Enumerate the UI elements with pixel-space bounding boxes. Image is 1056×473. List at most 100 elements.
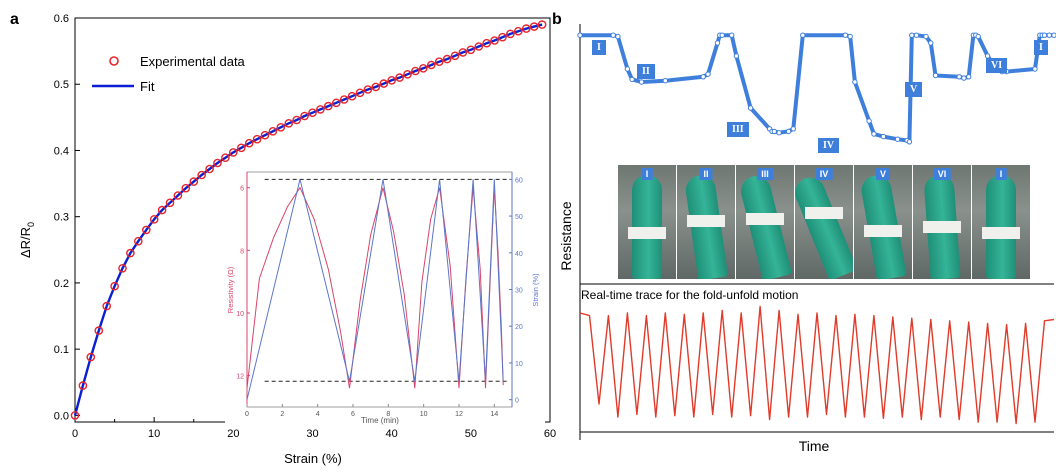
experimental-point (110, 281, 119, 291)
experimental-point (78, 381, 88, 390)
main-xtick-label: 60 (544, 428, 556, 440)
inset-ytick-right-label: 20 (515, 324, 523, 331)
photo-6: VI (913, 165, 971, 279)
resistance-point (662, 78, 668, 84)
resistance-point (928, 40, 934, 46)
main-xtick-label: 10 (148, 428, 160, 440)
resistance-point (1051, 32, 1056, 38)
main-legend: Experimental data Fit (92, 54, 246, 94)
photo-5: V (854, 165, 912, 279)
main-ytick-label: 0.3 (54, 212, 69, 224)
experimental-point (458, 48, 468, 57)
experimental-point (102, 301, 111, 311)
b-bottom-title: Real-time trace for the fold-unfold moti… (581, 288, 798, 302)
inset-xtick-label: 12 (455, 411, 463, 418)
experimental-point (308, 108, 317, 117)
main-ytick-label: 0.1 (54, 344, 69, 356)
photo-1: I (618, 165, 676, 279)
experimental-point (133, 236, 143, 246)
experimental-point (118, 263, 127, 273)
finger-shape (795, 173, 853, 279)
finger-shape (737, 172, 793, 279)
experimental-point (300, 111, 309, 121)
resistance-point (771, 128, 777, 135)
resistance-point (700, 74, 706, 80)
experimental-point (387, 76, 397, 85)
experimental-point (221, 153, 230, 162)
experimental-point (395, 73, 404, 82)
tape-band (746, 213, 784, 225)
main-xtick-label: 0 (72, 428, 78, 440)
resistance-point (733, 53, 740, 59)
resistance-point (913, 32, 920, 38)
resistance-point (747, 105, 754, 111)
resistance-point (842, 32, 849, 38)
experimental-point (490, 36, 499, 45)
experimental-point (228, 148, 238, 157)
resistance-trace (580, 33, 1054, 144)
resistance-point (1046, 32, 1053, 38)
resistance-point (785, 128, 792, 135)
tape-band (687, 215, 725, 227)
main-ylabel: ΔR/R0 (18, 222, 36, 258)
main-ytick-label: 0.4 (54, 145, 69, 157)
resistance-point (790, 126, 796, 132)
stage-label-6: VI (986, 58, 1008, 73)
experimental-point (450, 51, 460, 61)
experimental-point (363, 85, 373, 94)
main-ytick-label: 0.6 (54, 13, 69, 25)
tape-band (982, 227, 1020, 239)
inset-ytick-left-label: 10 (236, 311, 244, 318)
inset-xtick-label: 10 (420, 411, 428, 418)
inset-xtick-label: 0 (245, 411, 249, 418)
legend-marker-experimental (109, 56, 119, 66)
experimental-point (347, 91, 357, 101)
resistance-point (1032, 66, 1038, 72)
resistance-point (961, 75, 967, 81)
experimental-point (442, 54, 452, 64)
experimental-point (181, 183, 191, 193)
photo-7: I (972, 165, 1030, 279)
resistance-point (871, 131, 877, 137)
resistance-point (729, 32, 735, 38)
main-xtick-label: 20 (227, 428, 239, 440)
inset-ytick-right-label: 60 (515, 177, 523, 184)
tape-band (923, 221, 961, 233)
resistance-point (975, 33, 981, 40)
inset-xtick-label: 6 (351, 411, 355, 418)
experimental-point (418, 64, 428, 73)
photo-label: VI (933, 168, 951, 180)
experimental-point (252, 134, 262, 144)
resistance-point (629, 76, 635, 83)
experimental-point (284, 119, 294, 128)
inset-ylabel-left: Resistivity (Ω) (226, 266, 235, 313)
experimental-point (522, 24, 531, 33)
experimental-point (474, 42, 484, 51)
experimental-point (205, 164, 214, 174)
experimental-point (514, 26, 523, 36)
resistance-point (956, 74, 962, 80)
photo-label: IV (815, 168, 833, 180)
experimental-point (498, 32, 507, 42)
experimental-point (339, 95, 349, 104)
photo-3: III (736, 165, 794, 279)
main-chart: 0 10 20 30 40 50 600.00.10.20.30.40.50.6 (54, 13, 556, 440)
inset-xlabel: Time (min) (361, 416, 399, 425)
inset-ytick-right-label: 40 (515, 251, 523, 258)
inset-background (225, 166, 545, 428)
experimental-point (529, 22, 539, 31)
experimental-point (506, 29, 515, 39)
photo-label: III (757, 168, 773, 180)
experimental-point (189, 177, 199, 186)
experimental-point (173, 191, 183, 200)
resistance-point (852, 79, 858, 85)
inset-ytick-right-label: 30 (515, 288, 523, 295)
experimental-point (379, 79, 389, 88)
inset-ytick-right-label: 0 (515, 398, 519, 405)
experimental-point (236, 143, 246, 153)
experimental-point (371, 82, 381, 92)
experimental-point (244, 138, 254, 148)
photo-label: II (699, 168, 713, 180)
